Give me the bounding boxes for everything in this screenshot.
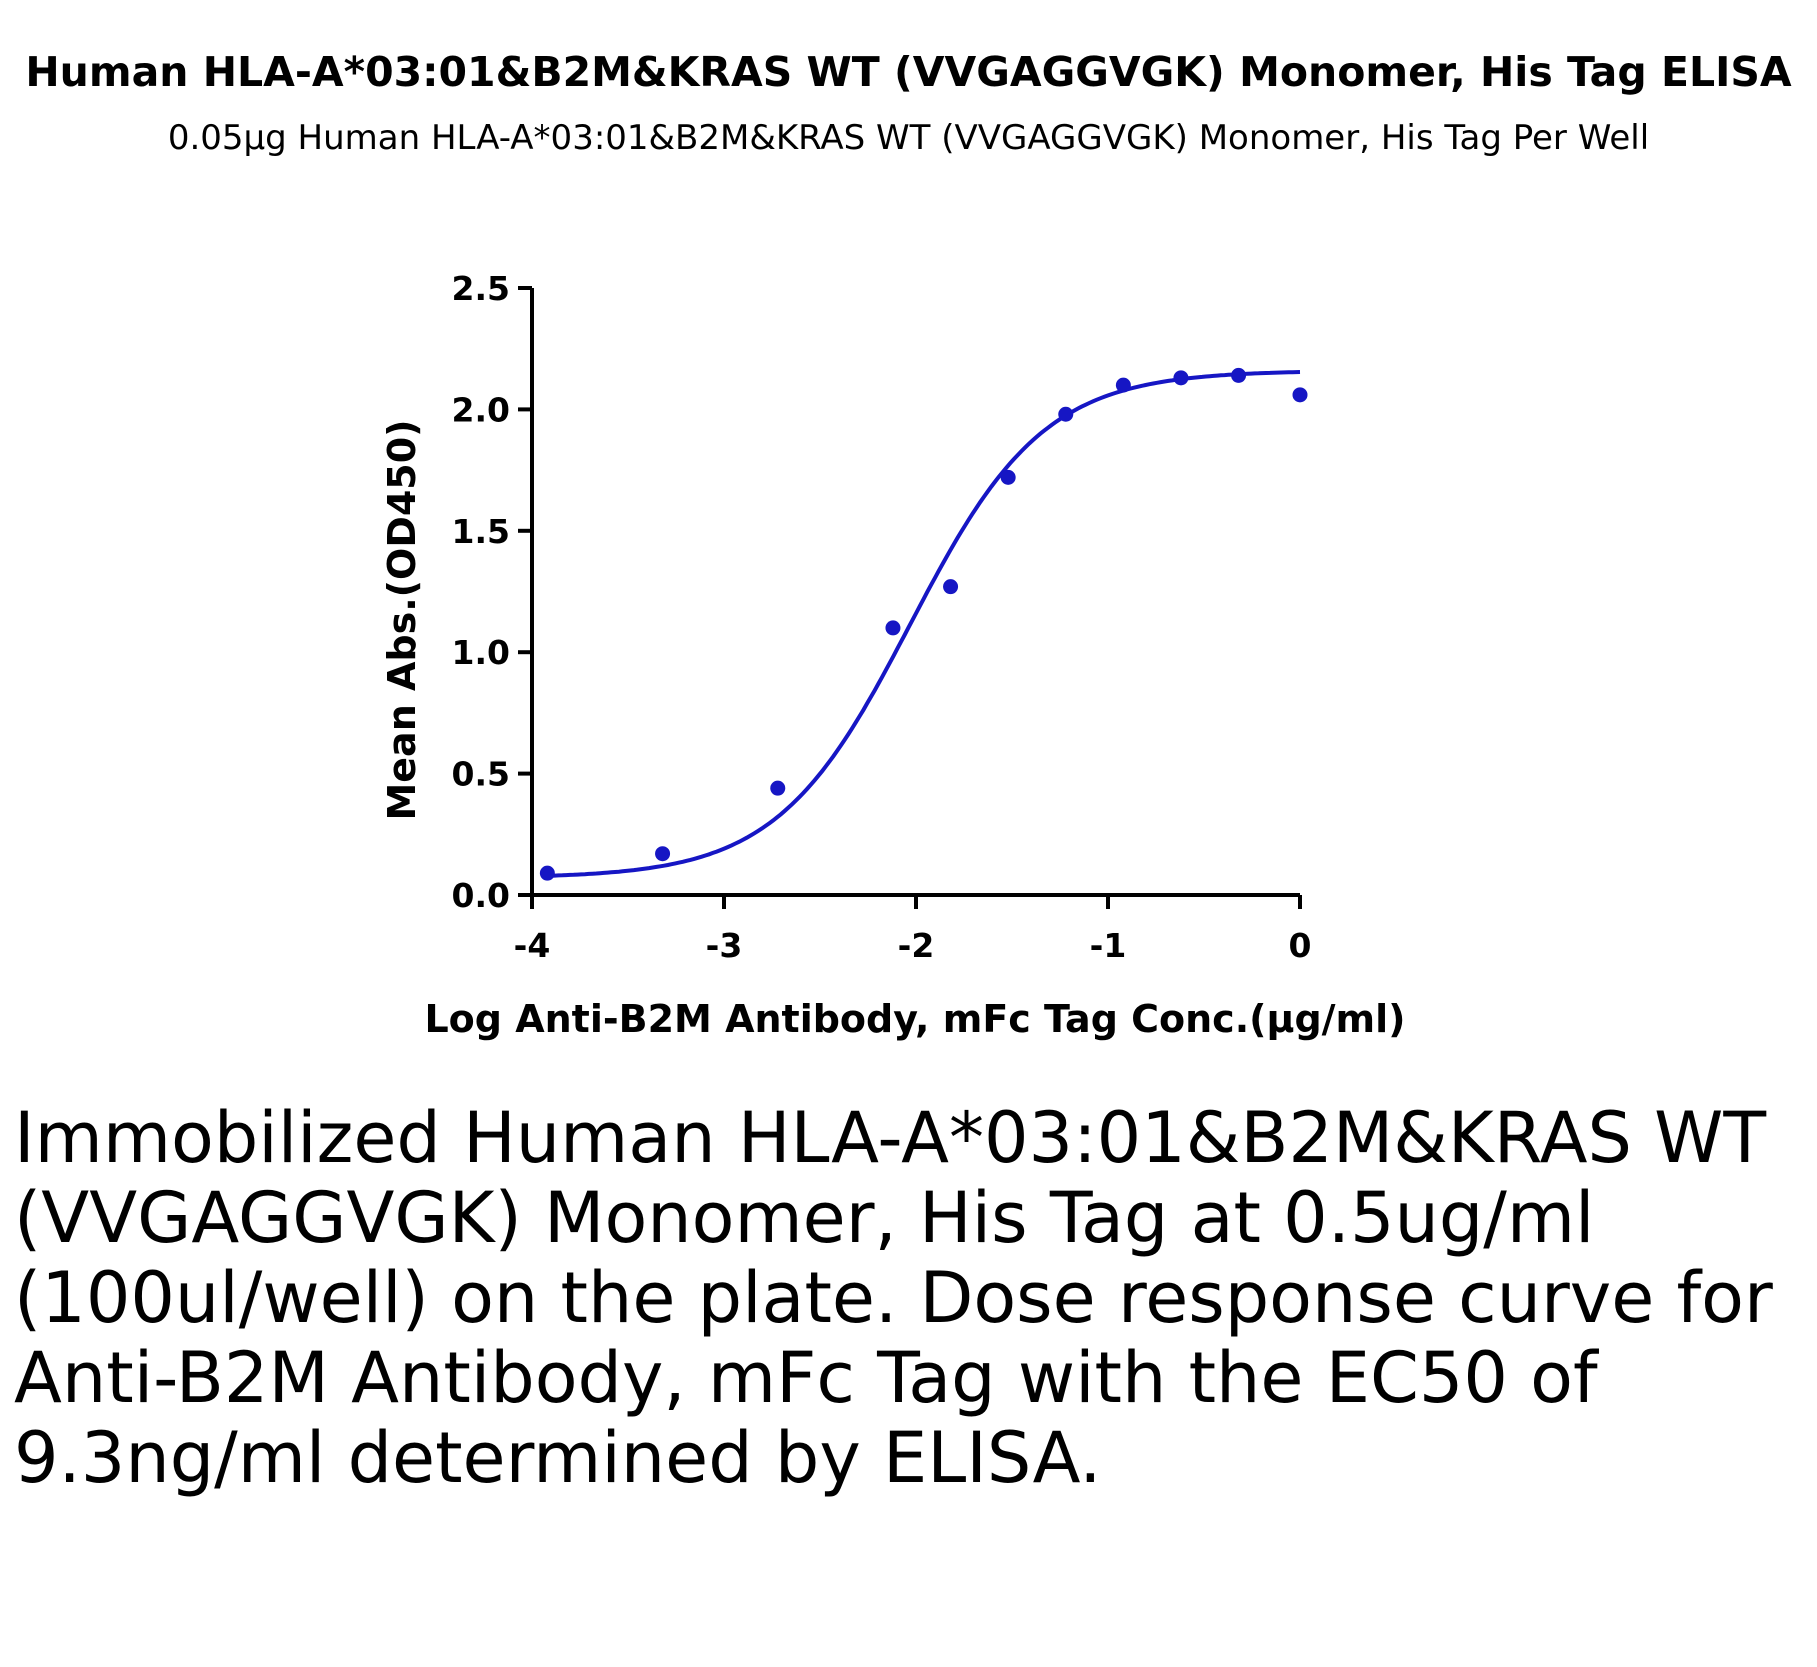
x-tick-label: -4: [514, 926, 551, 965]
data-point: [1292, 387, 1308, 403]
data-point: [1231, 367, 1247, 383]
figure-caption: Immobilized Human HLA-A*03:01&B2M&KRAS W…: [14, 1097, 1773, 1499]
y-tick-label: 2.5: [452, 269, 510, 308]
y-tick-label: 1.0: [452, 633, 510, 672]
data-point: [943, 579, 959, 595]
axis-ticks: 0.0 0.5 1.0 1.5 2.0 2.5 -4 -3 -2 -1 0: [452, 269, 1312, 965]
y-axis-label: Mean Abs.(OD450): [380, 419, 424, 820]
y-tick-label: 2.0: [452, 390, 510, 429]
chart-title: Human HLA-A*03:01&B2M&KRAS WT (VVGAGGVGK…: [25, 48, 1792, 96]
x-tick-label: -3: [706, 926, 743, 965]
fit-curve-layer: [547, 370, 1301, 878]
data-point: [770, 780, 786, 796]
data-point: [1115, 377, 1131, 393]
data-points: [539, 367, 1308, 881]
elisa-chart: 0.0 0.5 1.0 1.5 2.0 2.5 -4 -3 -2 -1 0 Log Anti-B2M…: [380, 269, 1406, 1041]
x-tick-label: -1: [1090, 926, 1127, 965]
x-axis-label: Log Anti-B2M Antibody, mFc Tag Conc.(µg/…: [424, 997, 1405, 1041]
data-point: [1000, 469, 1016, 485]
y-tick-label: 0.0: [452, 876, 510, 915]
chart-subtitle: 0.05µg Human HLA-A*03:01&B2M&KRAS WT (VV…: [167, 118, 1650, 158]
data-point: [1173, 370, 1189, 386]
data-point: [1058, 406, 1074, 422]
data-point: [885, 620, 901, 636]
x-tick-label: -2: [898, 926, 935, 965]
y-tick-label: 1.5: [452, 512, 510, 551]
fit-curve: [547, 370, 1301, 878]
data-point: [539, 865, 555, 881]
data-point: [655, 846, 671, 862]
x-tick-label: 0: [1289, 926, 1312, 965]
y-tick-label: 0.5: [452, 755, 510, 794]
